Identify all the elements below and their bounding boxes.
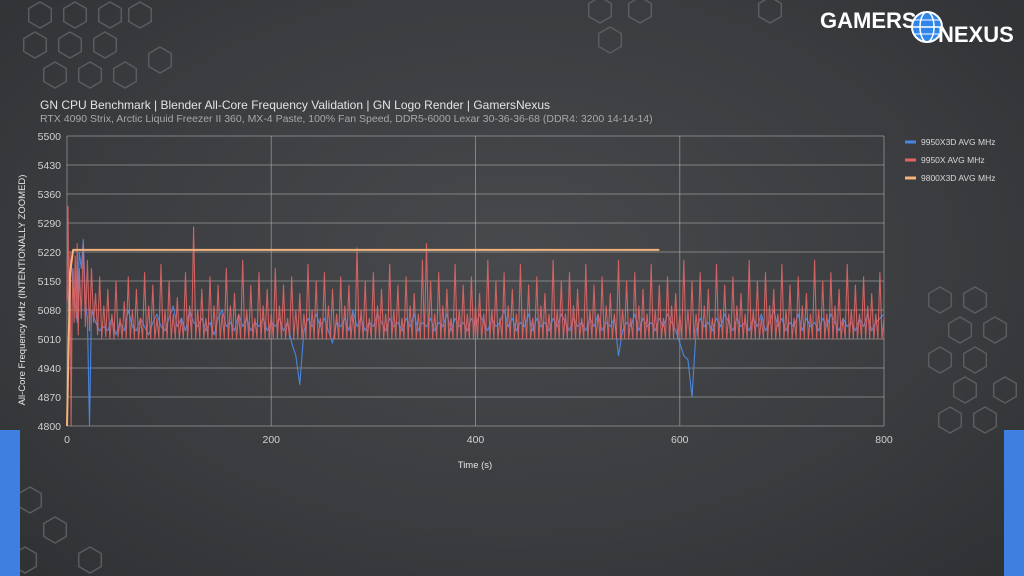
hexagon-decoration — [112, 61, 138, 89]
hexagon-decoration — [597, 26, 623, 54]
hexagon-decoration — [147, 46, 173, 74]
x-axis-ticks: 0 200 400 600 800 — [64, 434, 893, 446]
hexagon-decoration — [927, 346, 953, 374]
series-line-1 — [66, 239, 885, 427]
y-tick-label: 5080 — [38, 305, 62, 317]
hexagon-decoration — [127, 1, 153, 29]
hexagon-decoration — [92, 31, 118, 59]
legend-label: 9800X3D AVG MHz — [921, 173, 996, 183]
hexagon-decoration — [992, 376, 1018, 404]
hexagon-decoration — [77, 61, 103, 89]
y-tick-label: 5220 — [38, 247, 62, 259]
y-tick-label: 5500 — [38, 131, 62, 143]
legend: 9950X3D AVG MHz 9950X AVG MHz 9800X3D AVG … — [905, 137, 996, 183]
hexagon-decoration — [42, 516, 68, 544]
y-tick-label: 5430 — [38, 160, 62, 172]
y-tick-label: 4800 — [38, 421, 62, 433]
hexagon-decoration — [937, 406, 963, 434]
series-lines — [66, 205, 885, 427]
hexagon-decoration — [97, 1, 123, 29]
hexagon-decoration — [982, 316, 1008, 344]
logo-text-nexus: NEXUS — [938, 22, 1014, 47]
x-tick-label: 600 — [671, 434, 689, 446]
y-tick-label: 5360 — [38, 189, 62, 201]
legend-label: 9950X3D AVG MHz — [921, 137, 996, 147]
x-tick-label: 200 — [262, 434, 280, 446]
y-axis-title: All-Core Frequency MHz (INTENTIONALLY ZO… — [17, 175, 28, 406]
globe-icon — [911, 11, 943, 43]
legend-label: 9950X AVG MHz — [921, 155, 985, 165]
hexagon-decoration — [962, 346, 988, 374]
series-line-3 — [66, 248, 660, 427]
hexagon-decoration — [952, 376, 978, 404]
gamersnexus-logo: GAMERS NEXUS — [818, 6, 1018, 47]
chart-title: GN CPU Benchmark | Blender All-Core Freq… — [40, 98, 551, 112]
y-tick-label: 5290 — [38, 218, 62, 230]
y-tick-label: 5010 — [38, 334, 62, 346]
x-tick-label: 0 — [64, 434, 70, 446]
x-tick-label: 400 — [467, 434, 485, 446]
hexagon-decoration — [57, 31, 83, 59]
left-accent-bar — [0, 430, 20, 576]
hexagon-decoration — [927, 286, 953, 314]
y-tick-label: 4940 — [38, 363, 62, 375]
hexagon-decoration — [962, 286, 988, 314]
hexagon-decoration — [587, 0, 613, 24]
y-tick-label: 4870 — [38, 392, 62, 404]
logo-text-gamers: GAMERS — [820, 8, 917, 33]
x-tick-label: 800 — [875, 434, 893, 446]
hexagon-decoration — [972, 406, 998, 434]
series-line-2 — [66, 205, 885, 427]
hexagon-decoration — [627, 0, 653, 24]
hexagon-decoration — [947, 316, 973, 344]
hexagon-decoration — [27, 1, 53, 29]
y-axis-ticks: 4800 4870 4940 5010 5080 5150 5220 5290 5360 5430… — [38, 131, 62, 433]
y-tick-label: 5150 — [38, 276, 62, 288]
chart-subtitle: RTX 4090 Strix, Arctic Liquid Freezer II… — [40, 113, 653, 125]
x-axis-title: Time (s) — [458, 460, 492, 471]
right-accent-bar — [1004, 430, 1024, 576]
grid-lines — [66, 135, 885, 427]
hexagon-decoration — [22, 31, 48, 59]
hexagon-decoration — [77, 546, 103, 574]
hexagon-decoration — [62, 1, 88, 29]
hexagon-decoration — [42, 61, 68, 89]
hexagon-decoration — [757, 0, 783, 24]
